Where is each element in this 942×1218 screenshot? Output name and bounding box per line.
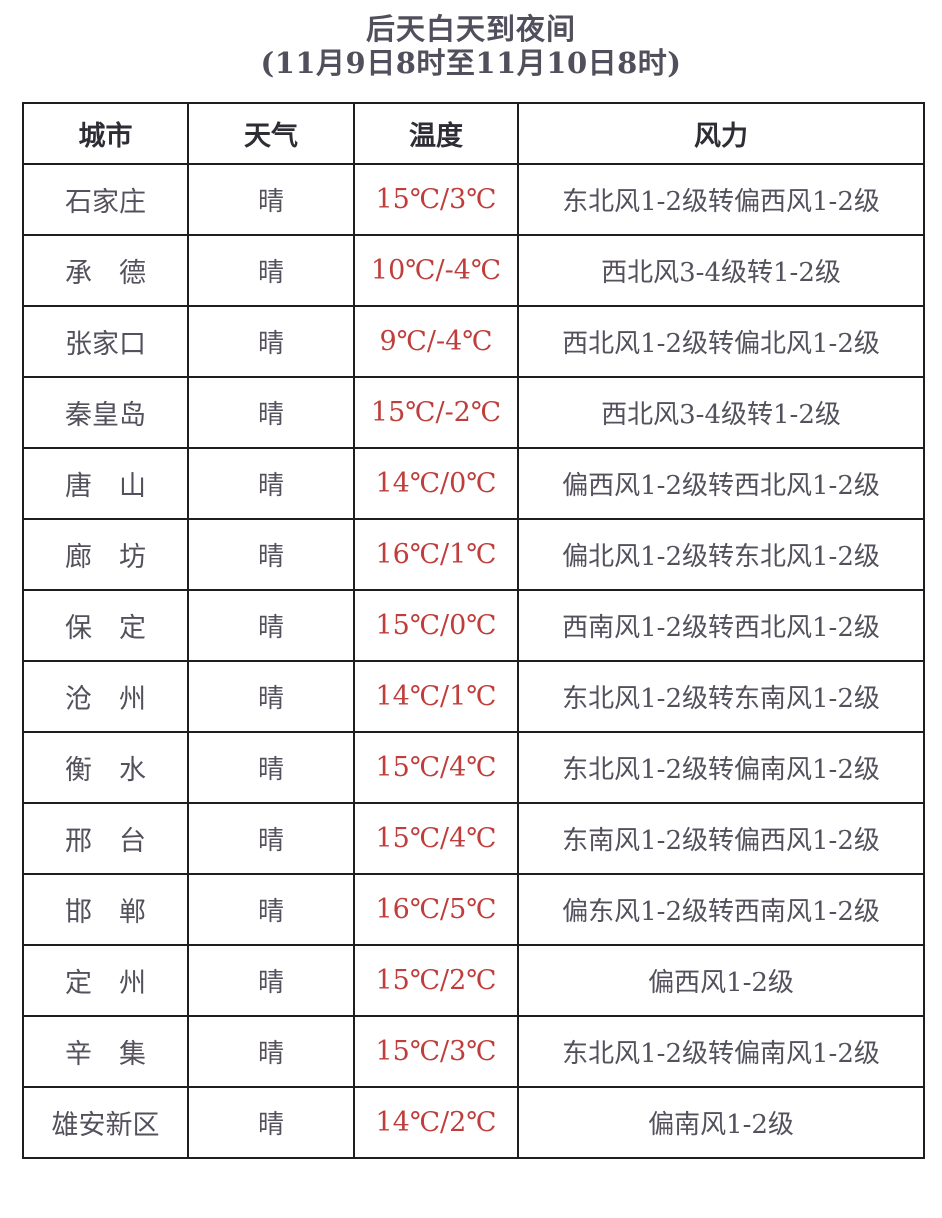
city-cell: 唐 山 — [22, 447, 189, 521]
table-row: 廊 坊晴 16℃/1℃ 偏北风1-2级转东北风1-2级 — [22, 518, 925, 592]
wind-cell: 东北风1-2级转偏西风1-2级 — [517, 163, 925, 237]
wind-cell: 偏西风1-2级转西北风1-2级 — [517, 447, 925, 521]
wind-cell: 西北风3-4级转1-2级 — [517, 234, 925, 308]
city-cell: 秦皇岛 — [22, 376, 189, 450]
temperature-cell: 16℃/1℃ — [353, 518, 519, 592]
column-header-temperature: 温度 — [353, 102, 519, 166]
table-row: 雄安新区晴 14℃/2℃ 偏南风1-2级 — [22, 1086, 925, 1160]
table-row: 邯 郸晴 16℃/5℃ 偏东风1-2级转西南风1-2级 — [22, 873, 925, 947]
weather-cell: 晴 — [187, 873, 355, 947]
header-row: 城市 天气 温度 风力 — [22, 102, 925, 166]
city-cell: 邯 郸 — [22, 873, 189, 947]
city-cell: 衡 水 — [22, 731, 189, 805]
temperature-cell: 14℃/2℃ — [353, 1086, 519, 1160]
weather-cell: 晴 — [187, 163, 355, 237]
weather-cell: 晴 — [187, 305, 355, 379]
wind-cell: 东北风1-2级转偏南风1-2级 — [517, 731, 925, 805]
city-cell: 沧 州 — [22, 660, 189, 734]
weather-cell: 晴 — [187, 731, 355, 805]
temperature-cell: 9℃/-4℃ — [353, 305, 519, 379]
column-header-weather: 天气 — [187, 102, 355, 166]
weather-cell: 晴 — [187, 376, 355, 450]
wind-cell: 西北风3-4级转1-2级 — [517, 376, 925, 450]
weather-cell: 晴 — [187, 1015, 355, 1089]
wind-cell: 东南风1-2级转偏西风1-2级 — [517, 802, 925, 876]
wind-cell: 东北风1-2级转偏南风1-2级 — [517, 1015, 925, 1089]
table-row: 承 德晴 10℃/-4℃ 西北风3-4级转1-2级 — [22, 234, 925, 308]
city-cell: 承 德 — [22, 234, 189, 308]
temperature-cell: 16℃/5℃ — [353, 873, 519, 947]
table-row: 辛 集晴 15℃/3℃ 东北风1-2级转偏南风1-2级 — [22, 1015, 925, 1089]
weather-cell: 晴 — [187, 234, 355, 308]
table-row: 唐 山晴 14℃/0℃ 偏西风1-2级转西北风1-2级 — [22, 447, 925, 521]
table-row: 石家庄晴 15℃/3℃ 东北风1-2级转偏西风1-2级 — [22, 163, 925, 237]
table-row: 邢 台晴 15℃/4℃ 东南风1-2级转偏西风1-2级 — [22, 802, 925, 876]
temperature-cell: 15℃/2℃ — [353, 944, 519, 1018]
temperature-cell: 10℃/-4℃ — [353, 234, 519, 308]
temperature-cell: 14℃/1℃ — [353, 660, 519, 734]
city-cell: 雄安新区 — [22, 1086, 189, 1160]
wind-cell: 东北风1-2级转东南风1-2级 — [517, 660, 925, 734]
temperature-cell: 14℃/0℃ — [353, 447, 519, 521]
temperature-cell: 15℃/4℃ — [353, 802, 519, 876]
city-cell: 邢 台 — [22, 802, 189, 876]
weather-cell: 晴 — [187, 1086, 355, 1160]
city-cell: 辛 集 — [22, 1015, 189, 1089]
column-header-city: 城市 — [22, 102, 189, 166]
temperature-cell: 15℃/4℃ — [353, 731, 519, 805]
weather-table: 城市 天气 温度 风力 石家庄晴 15℃/3℃ 东北风1-2级转偏西风1-2级承 德… — [22, 102, 925, 1160]
weather-cell: 晴 — [187, 802, 355, 876]
temperature-cell: 15℃/0℃ — [353, 589, 519, 663]
weather-cell: 晴 — [187, 447, 355, 521]
city-cell: 石家庄 — [22, 163, 189, 237]
weather-cell: 晴 — [187, 589, 355, 663]
table-row: 秦皇岛晴 15℃/-2℃ 西北风3-4级转1-2级 — [22, 376, 925, 450]
wind-cell: 偏北风1-2级转东北风1-2级 — [517, 518, 925, 592]
wind-cell: 偏南风1-2级 — [517, 1086, 925, 1160]
wind-cell: 西北风1-2级转偏北风1-2级 — [517, 305, 925, 379]
table-row: 沧 州晴 14℃/1℃ 东北风1-2级转东南风1-2级 — [22, 660, 925, 734]
weather-cell: 晴 — [187, 944, 355, 1018]
city-cell: 定 州 — [22, 944, 189, 1018]
title-line-2: (11月9日8时至11月10日8时) — [260, 46, 682, 81]
temperature-cell: 15℃/-2℃ — [353, 376, 519, 450]
wind-cell: 偏西风1-2级 — [517, 944, 925, 1018]
temperature-cell: 15℃/3℃ — [353, 163, 519, 237]
table-row: 衡 水晴 15℃/4℃ 东北风1-2级转偏南风1-2级 — [22, 731, 925, 805]
table-row: 保 定晴 15℃/0℃ 西南风1-2级转西北风1-2级 — [22, 589, 925, 663]
city-cell: 保 定 — [22, 589, 189, 663]
wind-cell: 偏东风1-2级转西南风1-2级 — [517, 873, 925, 947]
city-cell: 张家口 — [22, 305, 189, 379]
temperature-cell: 15℃/3℃ — [353, 1015, 519, 1089]
weather-cell: 晴 — [187, 518, 355, 592]
column-header-wind: 风力 — [517, 102, 925, 166]
title-line-1: 后天白天到夜间 — [365, 12, 576, 46]
wind-cell: 西南风1-2级转西北风1-2级 — [517, 589, 925, 663]
table-row: 定 州晴 15℃/2℃ 偏西风1-2级 — [22, 944, 925, 1018]
weather-cell: 晴 — [187, 660, 355, 734]
table-body: 石家庄晴 15℃/3℃ 东北风1-2级转偏西风1-2级承 德晴 10℃/-4℃ 西北风3… — [22, 163, 925, 1160]
city-cell: 廊 坊 — [22, 518, 189, 592]
page-title: 后天白天到夜间 (11月9日8时至11月10日8时) — [0, 0, 942, 80]
table-row: 张家口晴 9℃/-4℃ 西北风1-2级转偏北风1-2级 — [22, 305, 925, 379]
